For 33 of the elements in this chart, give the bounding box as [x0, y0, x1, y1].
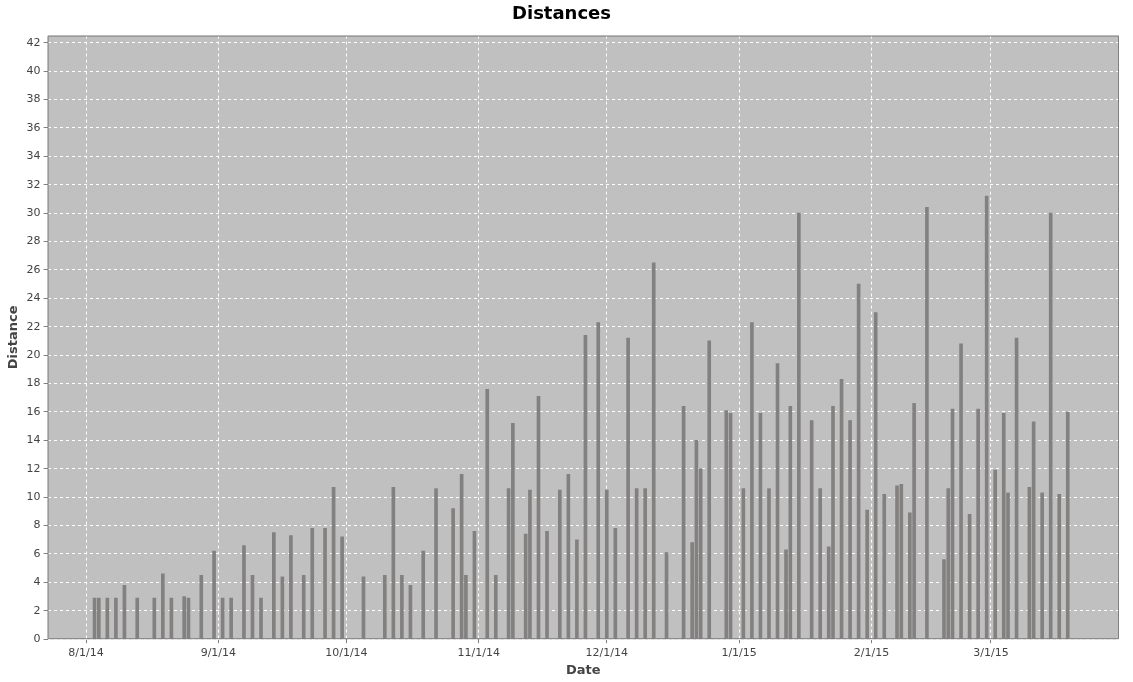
y-tick-label: 40 — [26, 63, 41, 77]
y-tick-label: 14 — [26, 433, 41, 447]
y-tick-label: 0 — [33, 632, 41, 646]
y-tick-label: 36 — [26, 120, 41, 134]
y-tick-label: 12 — [26, 461, 41, 475]
y-tick-label: 30 — [26, 205, 41, 219]
y-tick-label: 32 — [26, 177, 41, 191]
y-tick-label: 10 — [26, 490, 41, 504]
x-tick-label: 9/1/14 — [200, 645, 237, 659]
y-tick-label: 4 — [33, 575, 41, 589]
x-tick-label: 12/1/14 — [585, 645, 628, 659]
x-tick-label: 10/1/14 — [325, 645, 368, 659]
chart-title: Distances — [512, 2, 611, 24]
y-tick-label: 20 — [26, 348, 41, 362]
y-tick-label: 6 — [33, 546, 41, 560]
y-tick-label: 24 — [26, 291, 41, 305]
y-tick-label: 42 — [26, 35, 41, 49]
y-tick-label: 38 — [26, 92, 41, 106]
y-tick-label: 28 — [26, 234, 41, 248]
y-tick-label: 34 — [26, 149, 41, 163]
y-tick-label: 2 — [33, 603, 41, 617]
y-tick-label: 18 — [26, 376, 41, 390]
x-tick-label: 1/1/15 — [721, 645, 757, 659]
x-tick-label: 11/1/14 — [457, 645, 500, 659]
x-tick-label: 2/1/15 — [853, 645, 890, 659]
x-tick-label: 8/1/14 — [68, 645, 104, 659]
x-axis-title: Date — [565, 661, 601, 677]
y-axis-title: Distance — [5, 305, 21, 370]
y-tick-label: 16 — [26, 404, 41, 418]
y-tick-label: 8 — [33, 518, 41, 532]
y-tick-label: 26 — [26, 262, 41, 276]
y-tick-label: 22 — [26, 319, 41, 333]
x-tick-label: 3/1/15 — [973, 645, 1009, 659]
